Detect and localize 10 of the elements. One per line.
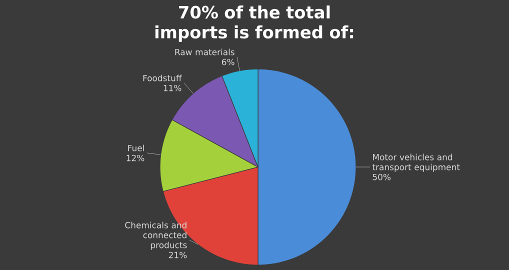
slice-label: Raw materials	[175, 48, 234, 56]
data-label: 21%	[168, 252, 187, 258]
data-label: 12%	[126, 154, 144, 162]
slice-label: Motor vehicles and transport equipment	[372, 154, 460, 172]
data-label: 50%	[372, 174, 391, 180]
slice-label: Fuel	[128, 144, 144, 152]
data-label: 11%	[164, 84, 182, 92]
data-label: 6%	[222, 58, 234, 66]
chart-title: 70% of the total imports is formed of:	[155, 6, 354, 42]
slice-label: Foodstuff	[143, 74, 182, 82]
